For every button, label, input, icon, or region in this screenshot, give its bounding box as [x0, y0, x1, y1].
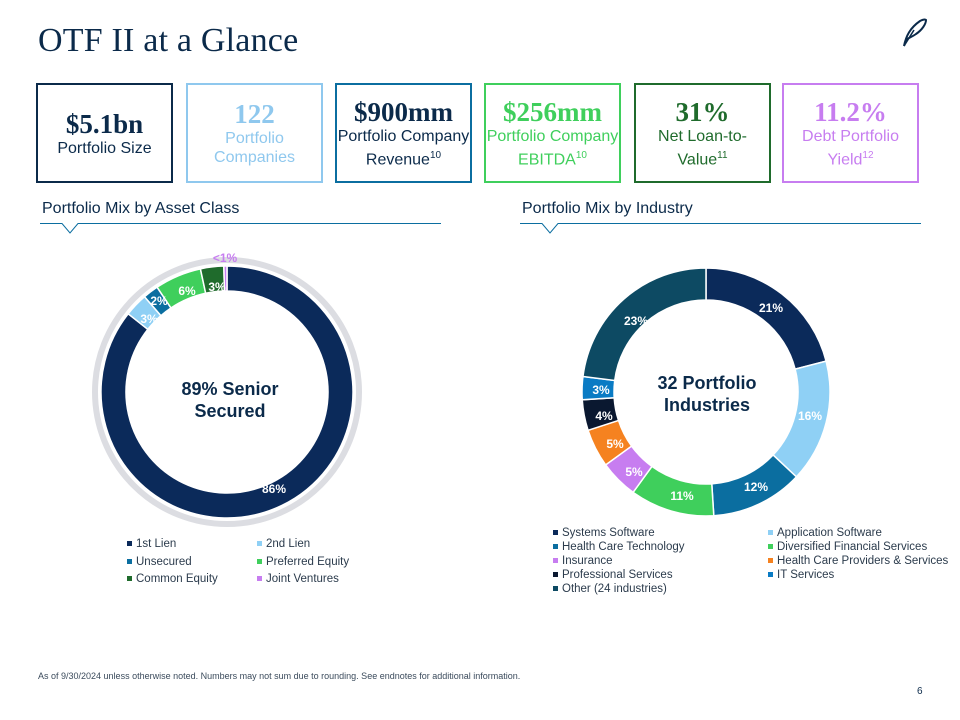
page-title: OTF II at a Glance [38, 22, 299, 59]
legend-swatch [768, 530, 773, 536]
legend-swatch [127, 576, 132, 582]
legend-item: Insurance [553, 555, 613, 567]
legend-label: Professional Services [562, 569, 673, 581]
legend-swatch [553, 558, 558, 564]
donut-outer-ring [92, 257, 362, 527]
industry-heading: Portfolio Mix by Industry [522, 200, 693, 217]
kpi-value: $900mm [354, 96, 453, 127]
data-label: <1% [212, 251, 238, 265]
legend-swatch [257, 559, 262, 565]
legend-item: Preferred Equity [257, 556, 349, 568]
data-label: 21% [758, 301, 784, 315]
kpi-label: Portfolio Size [57, 139, 152, 157]
kpi-value: $5.1bn [65, 108, 144, 139]
legend-label: Common Equity [136, 573, 218, 585]
page-number: 6 [917, 686, 923, 697]
legend-swatch [553, 544, 558, 550]
legend-swatch [768, 558, 773, 564]
legend-label: Application Software [777, 527, 882, 539]
legend-label: Health Care Providers & Services [777, 555, 949, 567]
legend-item: 2nd Lien [257, 538, 310, 550]
legend-item: Systems Software [553, 527, 655, 539]
data-label: 23% [623, 314, 649, 328]
kpi-label: Portfolio Company Revenue10 [337, 127, 470, 169]
legend-swatch [768, 544, 773, 550]
data-label: 3% [592, 383, 610, 397]
asset-class-heading: Portfolio Mix by Asset Class [42, 200, 240, 217]
legend-item: Diversified Financial Services [768, 541, 927, 553]
data-label: 3% [208, 280, 226, 294]
data-label: 5% [606, 437, 624, 451]
legend-item: Application Software [768, 527, 882, 539]
legend-item: Common Equity [127, 573, 218, 585]
legend-swatch [257, 541, 262, 547]
kpi-label: Debt Portfolio Yield12 [802, 127, 899, 169]
data-label: 11% [670, 489, 694, 503]
donut-slice [582, 267, 707, 382]
kpi-value: 11.2% [814, 96, 887, 127]
kpi-label: Portfolio Company EBITDA10 [486, 127, 619, 169]
kpi-box: $5.1bn Portfolio Size [36, 83, 173, 183]
footnote: As of 9/30/2024 unless otherwise noted. … [38, 671, 521, 681]
industry-heading-rule [520, 223, 921, 234]
legend-label: Insurance [562, 555, 613, 567]
legend-swatch [127, 541, 132, 547]
legend-label: IT Services [777, 569, 835, 581]
donut-slice [223, 265, 228, 292]
data-label: 5% [625, 465, 643, 479]
industry-center-text: 32 Portfolio Industries [657, 373, 757, 415]
quill-logo-icon [903, 18, 928, 47]
legend-label: 1st Lien [136, 538, 177, 550]
kpi-box: 122 Portfolio Companies [186, 83, 323, 183]
legend-label: Preferred Equity [266, 556, 350, 568]
legend-swatch [553, 572, 558, 578]
data-label: 4% [595, 409, 613, 423]
legend-item: Unsecured [127, 556, 192, 568]
asset-class-center-text: 89% Senior Secured [181, 379, 279, 421]
data-label: 86% [261, 482, 287, 496]
kpi-value: 31% [675, 96, 730, 127]
legend-item: Health Care Providers & Services [768, 555, 948, 567]
legend-label: Health Care Technology [562, 541, 685, 553]
kpi-label: Portfolio Companies [214, 130, 295, 166]
legend-item: Professional Services [553, 569, 673, 581]
kpi-value: $256mm [503, 96, 602, 127]
donut-slice [100, 265, 354, 519]
legend-item: Other (24 industries) [553, 583, 667, 595]
data-label: 6% [178, 284, 196, 298]
kpi-box: 31% Net Loan-to-Value11 [634, 83, 771, 183]
data-label: 3% [140, 312, 158, 326]
data-label: 12% [743, 480, 769, 494]
legend-label: Systems Software [562, 527, 655, 539]
legend-swatch [553, 530, 558, 536]
legend-swatch [257, 576, 262, 582]
legend-label: Other (24 industries) [562, 583, 667, 595]
asset-heading-rule [40, 223, 441, 234]
kpi-box: 11.2% Debt Portfolio Yield12 [782, 83, 919, 183]
legend-item: 1st Lien [127, 538, 176, 550]
data-label: 2% [150, 294, 168, 308]
legend-item: IT Services [768, 569, 834, 581]
legend-item: Joint Ventures [257, 573, 339, 585]
kpi-value: 122 [234, 99, 275, 129]
legend-swatch [768, 572, 773, 578]
legend-swatch [127, 559, 132, 565]
legend-label: Joint Ventures [266, 573, 339, 585]
donut-slice [705, 267, 828, 371]
legend-swatch [553, 586, 558, 592]
kpi-box: $256mm Portfolio Company EBITDA10 [484, 83, 621, 183]
legend-item: Health Care Technology [553, 541, 685, 553]
kpi-box: $900mm Portfolio Company Revenue10 [335, 83, 472, 183]
kpi-label: Net Loan-to-Value11 [658, 127, 747, 169]
legend-label: Diversified Financial Services [777, 541, 928, 553]
data-label: 16% [797, 409, 823, 423]
legend-label: Unsecured [136, 556, 192, 568]
legend-label: 2nd Lien [266, 538, 311, 550]
